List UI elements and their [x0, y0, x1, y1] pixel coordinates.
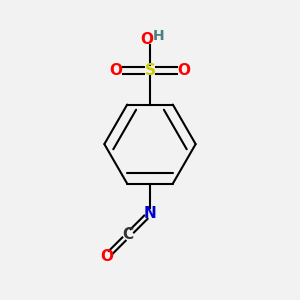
- Text: C: C: [123, 227, 134, 242]
- Text: O: O: [177, 63, 190, 78]
- Text: S: S: [145, 63, 155, 78]
- Text: O: O: [140, 32, 153, 47]
- Text: H: H: [152, 29, 164, 43]
- Text: O: O: [110, 63, 123, 78]
- Text: N: N: [144, 206, 156, 220]
- Text: O: O: [100, 249, 113, 264]
